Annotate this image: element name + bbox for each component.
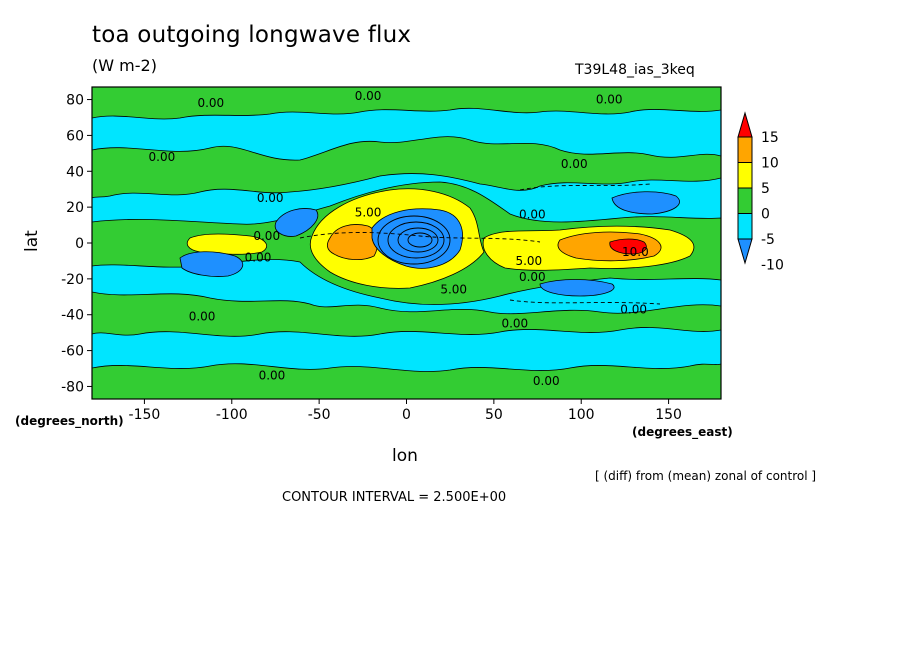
contour-label: 0.00 [533, 374, 560, 388]
contour-label: 0.00 [501, 317, 528, 331]
contour-label: 0.00 [189, 310, 216, 324]
contour-fills [92, 87, 721, 399]
x-axis-ticks: -150 -100 -50 0 50 100 150 [129, 399, 682, 423]
y-tick-label: 80 [66, 93, 84, 109]
x-axis-units: (degrees_east) [632, 425, 733, 439]
fill-region-yellow-west [186, 233, 267, 255]
colorbar: 15 10 5 0 -5 -10 [737, 111, 784, 274]
colorbar-label: 15 [761, 130, 779, 146]
contour-label: 0.00 [355, 89, 382, 103]
fill-region-blue-ne [611, 191, 680, 215]
x-tick-label: 0 [402, 407, 411, 423]
y-tick-label: 40 [66, 164, 84, 180]
diff-note: [ (diff) from (mean) zonal of control ] [595, 469, 817, 483]
y-tick-label: -60 [61, 344, 84, 360]
y-tick-label: 60 [66, 128, 84, 144]
fill-region-blue-nw [274, 208, 319, 237]
contour-label: 0.00 [245, 250, 272, 264]
x-tick-label: 100 [568, 407, 595, 423]
contour-label: 0.00 [253, 229, 280, 243]
y-tick-label: 20 [66, 200, 84, 216]
colorbar-label: 10 [761, 156, 779, 172]
y-axis-ticks: 80 60 40 20 0 -20 -40 -60 -80 [61, 93, 92, 395]
fill-region-north-green [92, 87, 721, 120]
colorbar-cell [737, 213, 753, 240]
contour-label: 0.00 [197, 96, 224, 110]
contour-label: 0.00 [149, 150, 176, 164]
contour-label: 0.00 [257, 191, 284, 205]
fill-region-blue-se [539, 279, 615, 297]
contour-label: 0.00 [519, 207, 546, 221]
y-tick-label: -20 [61, 272, 84, 288]
colorbar-label: 0 [761, 207, 770, 223]
x-tick-label: -100 [216, 407, 248, 423]
chart-units: (W m-2) [92, 56, 157, 75]
colorbar-cell [737, 136, 753, 163]
contour-label: 5.00 [355, 206, 382, 220]
x-tick-label: -50 [308, 407, 331, 423]
contour-label: 0.00 [596, 93, 623, 107]
contour-labels: 0.00 0.00 0.00 0.00 0.00 0.00 5.00 0.00 0.00 0.00… [149, 89, 649, 388]
colorbar-cell [737, 187, 753, 214]
central-contour-lines [299, 183, 661, 305]
y-axis-units: (degrees_north) [15, 414, 124, 428]
contour-label: 5.00 [515, 254, 542, 268]
contour-label: 0.00 [561, 157, 588, 171]
fill-region-orange-central [326, 224, 378, 260]
x-axis-label: lon [392, 446, 418, 466]
chart-title: toa outgoing longwave flux [92, 22, 412, 48]
y-tick-label: -80 [61, 379, 84, 395]
contour-label: 10.0 [622, 245, 649, 259]
x-tick-label: -150 [129, 407, 161, 423]
colorbar-label: -10 [761, 258, 784, 274]
contour-label: 0.00 [519, 270, 546, 284]
colorbar-top-arrow [737, 111, 753, 138]
y-tick-label: -40 [61, 308, 84, 324]
colorbar-label: 5 [761, 181, 770, 197]
fill-region-blue-west [179, 251, 244, 277]
contour-interval: CONTOUR INTERVAL = 2.500E+00 [282, 490, 507, 505]
x-tick-label: 150 [655, 407, 682, 423]
fill-region-midlat-green [92, 136, 721, 199]
y-tick-label: 0 [75, 236, 84, 252]
fill-region-red [609, 238, 647, 255]
contour-label: 5.00 [440, 283, 467, 297]
contour-label: 0.00 [259, 369, 286, 383]
colorbar-bottom-arrow [737, 238, 753, 265]
dataset-name: T39L48_ias_3keq [575, 62, 695, 78]
x-tick-label: 50 [485, 407, 503, 423]
contour-label: 0.00 [620, 302, 647, 316]
colorbar-cell [737, 162, 753, 189]
fill-region-polar-green [92, 363, 721, 399]
colorbar-label: -5 [761, 232, 775, 248]
